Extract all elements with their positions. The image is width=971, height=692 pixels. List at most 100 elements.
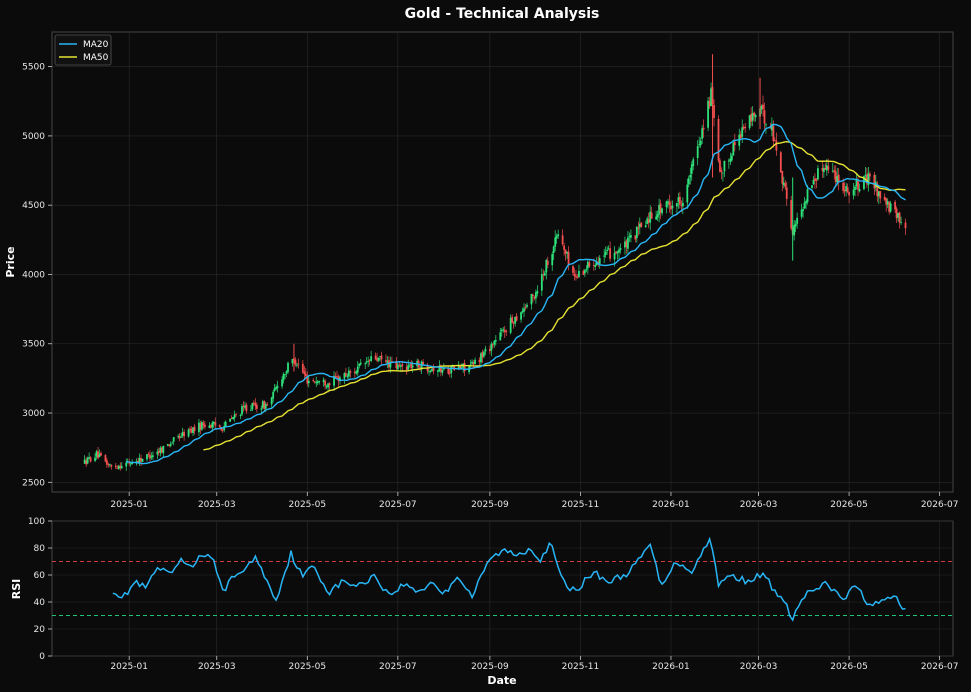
candle-up (520, 312, 522, 320)
candle-down (750, 114, 753, 122)
candle-down (814, 178, 816, 182)
candle-up (646, 218, 649, 224)
candle-up (162, 445, 165, 453)
candle-down (763, 110, 766, 124)
rsi-x-label: Date (487, 674, 516, 687)
legend-ma50-label: MA50 (83, 53, 109, 63)
candle-down (453, 365, 456, 371)
candle-down (419, 367, 422, 369)
candle-up (138, 457, 141, 463)
candle-up (831, 170, 834, 172)
candle-up (180, 436, 183, 438)
candle-up (900, 222, 902, 223)
candle-up (343, 373, 346, 379)
candle-down (719, 160, 721, 172)
candle-down (149, 454, 151, 459)
candle-up (171, 442, 174, 444)
candle-down (252, 402, 255, 404)
candle-down (353, 371, 356, 374)
candle-down (753, 112, 755, 116)
candle-up (627, 237, 629, 249)
candle-up (889, 203, 892, 212)
candle-up (480, 353, 482, 363)
candle-down (702, 127, 705, 130)
candle-up (471, 361, 473, 364)
candle-up (187, 429, 190, 437)
candle-down (405, 366, 408, 371)
candle-down (708, 101, 711, 107)
candle-up (370, 356, 373, 361)
candle-up (131, 462, 134, 465)
candle-up (822, 168, 825, 172)
candle-up (333, 375, 335, 386)
candle-up (152, 455, 154, 457)
candle-down (303, 371, 306, 374)
candle-up (264, 404, 267, 409)
candle-down (391, 361, 393, 362)
candle-down (297, 363, 300, 365)
candle-up (98, 453, 101, 458)
candle-down (89, 457, 92, 462)
candle-down (380, 355, 383, 360)
candle-down (491, 344, 494, 346)
rsi-xtick-label: 2025-09 (471, 662, 509, 672)
candle-up (95, 451, 98, 457)
candle-up (339, 377, 341, 382)
candle-down (245, 404, 248, 412)
candle-up (483, 351, 485, 357)
candle-up (241, 406, 243, 415)
candle-down (572, 266, 574, 273)
candle-up (686, 184, 689, 203)
candle-up (474, 359, 476, 365)
candle-down (374, 355, 377, 360)
candle-up (656, 214, 659, 218)
candle-up (607, 248, 610, 250)
candle-up (224, 421, 227, 427)
candle-up (94, 457, 96, 461)
candle-down (128, 462, 131, 464)
candle-up (117, 465, 120, 469)
candle-up (530, 293, 533, 305)
candle-up (201, 422, 203, 430)
candle-down (775, 140, 778, 151)
candle-up (723, 160, 726, 172)
candle-down (563, 245, 566, 250)
candle-down (334, 375, 337, 378)
candle-up (722, 172, 724, 174)
candle-up (852, 189, 855, 196)
candle-up (540, 274, 543, 291)
candle-up (129, 463, 132, 465)
candle-up (281, 379, 283, 387)
rsi-ytick-label: 40 (34, 598, 46, 608)
candle-up (667, 201, 669, 204)
candle-down (137, 460, 139, 464)
candle-up (595, 261, 598, 266)
candle-up (551, 254, 554, 266)
candle-up (239, 415, 242, 416)
candle-down (189, 428, 191, 430)
candle-up (150, 456, 153, 458)
rsi-ytick-label: 80 (34, 544, 46, 554)
rsi-xtick-label: 2025-05 (289, 662, 327, 672)
candle-up (86, 458, 89, 464)
candle-down (885, 198, 888, 205)
candle-down (266, 404, 269, 406)
candle-down (349, 371, 352, 373)
candle-up (681, 202, 684, 207)
candle-up (727, 160, 730, 162)
candle-down (190, 429, 193, 433)
candle-up (661, 208, 663, 214)
candle-up (554, 237, 557, 247)
candle-down (542, 274, 545, 275)
candle-up (273, 387, 276, 391)
candle-up (120, 466, 123, 469)
candle-down (637, 227, 640, 229)
price-ytick-label: 4500 (22, 201, 45, 211)
candle-down (107, 464, 110, 466)
candle-up (800, 209, 803, 217)
candle-down (312, 380, 315, 382)
candle-down (670, 205, 672, 210)
candle-up (411, 365, 414, 368)
candle-down (447, 367, 450, 374)
candle-up (793, 225, 796, 236)
